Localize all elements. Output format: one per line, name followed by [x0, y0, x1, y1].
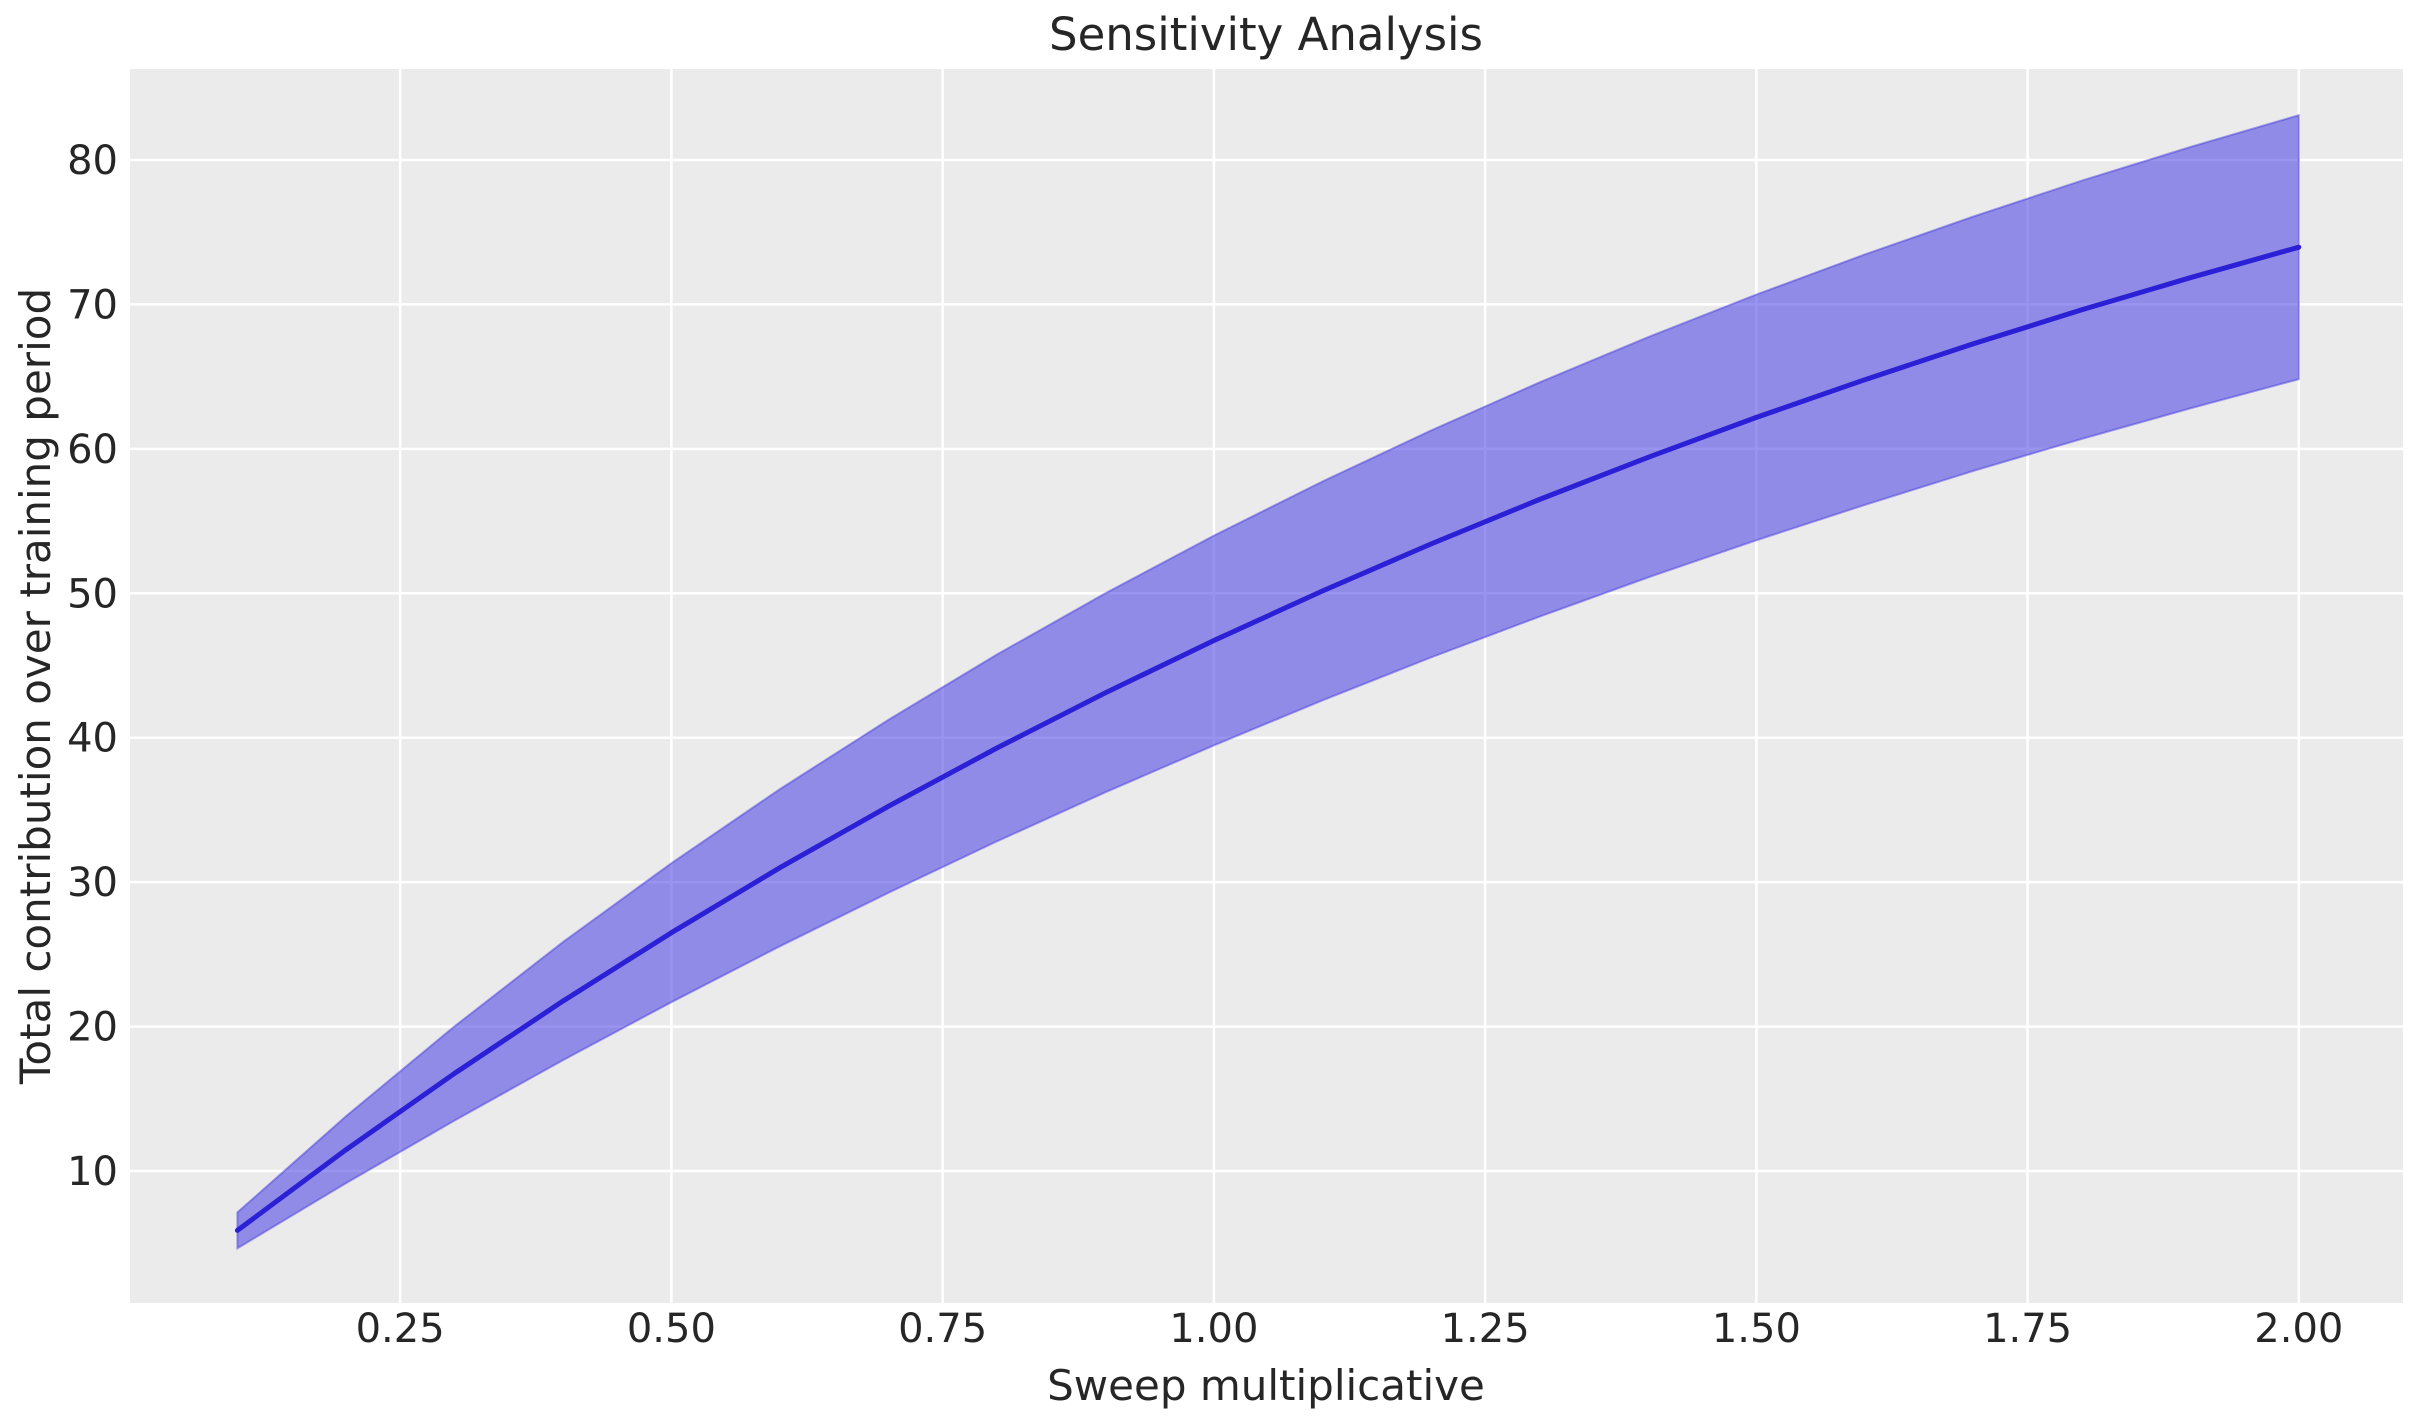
x-tick-label: 0.25 [356, 1306, 445, 1352]
x-tick-label: 0.75 [898, 1306, 987, 1352]
x-tick-label: 1.50 [1712, 1306, 1801, 1352]
gridlines [130, 69, 2403, 1303]
y-tick-label: 70 [67, 282, 118, 328]
y-tick-label: 40 [67, 716, 118, 762]
x-tick-label: 0.50 [627, 1306, 716, 1352]
y-tick-label: 80 [67, 138, 118, 184]
y-tick-label: 30 [67, 860, 118, 906]
y-tick-labels: 10 20 30 40 50 60 70 80 [67, 138, 118, 1195]
mean-line [234, 244, 2302, 1233]
y-tick-label: 50 [67, 571, 118, 617]
x-tick-label: 2.00 [2254, 1306, 2343, 1352]
x-tick-label: 1.75 [1983, 1306, 2072, 1352]
confidence-band [236, 113, 2300, 1251]
chart-title: Sensitivity Analysis [1049, 8, 1483, 61]
y-axis-label: Total contribution over training period [11, 288, 60, 1085]
x-axis-label: Sweep multiplicative [1047, 1361, 1485, 1410]
x-tick-label: 1.00 [1169, 1306, 1258, 1352]
y-tick-label: 20 [67, 1005, 118, 1051]
y-tick-label: 60 [67, 427, 118, 473]
x-tick-labels: 0.25 0.50 0.75 1.00 1.25 1.50 1.75 2.00 [356, 1306, 2344, 1352]
x-tick-label: 1.25 [1441, 1306, 1530, 1352]
y-tick-label: 10 [67, 1149, 118, 1195]
